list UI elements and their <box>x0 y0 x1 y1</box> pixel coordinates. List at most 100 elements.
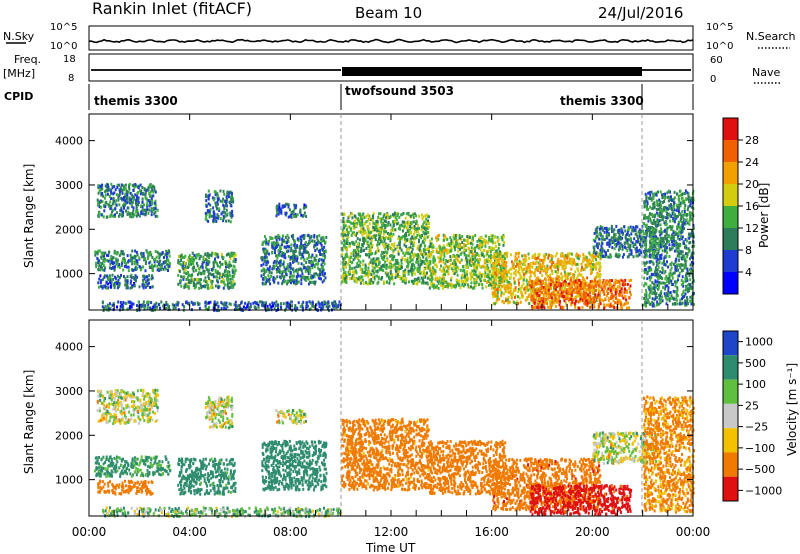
range-gate-cell <box>498 297 501 301</box>
range-gate-cell <box>453 237 456 240</box>
range-gate-cell <box>432 250 435 254</box>
range-gate-cell <box>196 273 199 277</box>
range-gate-cell <box>177 258 180 262</box>
range-gate-cell <box>438 279 441 283</box>
range-gate-cell <box>482 278 485 282</box>
range-gate-cell <box>501 269 504 273</box>
range-gate-cell <box>490 246 493 250</box>
range-gate-cell <box>418 248 421 252</box>
range-gate-cell <box>545 289 548 293</box>
range-gate-cell <box>302 234 305 238</box>
range-gate-cell <box>217 198 220 202</box>
range-gate-cell <box>144 285 147 289</box>
range-gate-cell <box>296 213 299 217</box>
range-gate-cell <box>554 305 557 308</box>
range-gate-cell <box>313 233 316 237</box>
range-gate-cell <box>584 282 587 286</box>
range-gate-cell <box>518 259 521 263</box>
range-gate-cell <box>149 252 152 256</box>
range-gate-cell <box>427 266 430 270</box>
range-gate-cell <box>579 254 582 258</box>
range-gate-cell <box>349 228 352 232</box>
range-gate-cell <box>142 265 145 269</box>
range-gate-cell <box>307 272 310 276</box>
range-gate-cell <box>103 204 105 207</box>
range-gate-cell <box>587 284 590 288</box>
range-gate-cell <box>356 237 359 241</box>
range-gate-cell <box>597 283 600 287</box>
range-gate-cell <box>385 224 388 228</box>
range-gate-cell <box>95 265 98 269</box>
range-gate-cell <box>387 243 390 247</box>
range-gate-cell <box>151 200 154 204</box>
range-gate-cell <box>407 229 410 233</box>
range-gate-cell <box>577 300 580 304</box>
range-gate-cell <box>208 256 211 260</box>
range-gate-cell <box>389 271 392 275</box>
range-gate-cell <box>381 236 383 240</box>
range-gate-cell <box>154 257 157 261</box>
range-gate-cell <box>227 252 229 256</box>
range-gate-cell <box>459 268 462 272</box>
range-gate-cell <box>489 283 492 287</box>
range-gate-cell <box>184 254 187 258</box>
range-gate-cell <box>425 262 428 266</box>
range-gate-cell <box>427 225 430 229</box>
range-gate-cell <box>157 252 160 256</box>
range-gate-cell <box>432 260 435 264</box>
range-gate-cell <box>196 278 198 282</box>
range-gate-cell <box>231 269 234 273</box>
range-gate-cell <box>226 277 229 280</box>
freq-tick-top: 18 <box>63 54 76 65</box>
range-gate-cell <box>459 247 461 251</box>
range-gate-cell <box>612 294 615 298</box>
range-gate-cell <box>372 261 375 265</box>
range-gate-cell <box>503 271 506 275</box>
range-gate-cell <box>468 236 471 239</box>
range-gate-cell <box>152 194 155 198</box>
range-gate-cell <box>100 213 103 217</box>
range-gate-cell <box>276 275 279 279</box>
range-gate-cell <box>306 276 308 279</box>
range-gate-cell <box>289 249 292 253</box>
range-gate-cell <box>277 243 280 247</box>
range-gate-cell <box>464 244 467 248</box>
range-gate-cell <box>605 280 608 284</box>
freq-label: Freq. <box>14 53 41 66</box>
range-gate-cell <box>502 274 505 278</box>
range-gate-cell <box>557 290 560 294</box>
range-gate-cell <box>614 290 617 294</box>
range-gate-cell <box>103 196 106 200</box>
range-gate-cell <box>394 216 397 220</box>
range-gate-cell <box>102 252 105 256</box>
range-gate-cell <box>453 259 456 263</box>
range-gate-cell <box>552 293 555 297</box>
range-gate-cell <box>363 221 366 225</box>
range-gate-cell <box>618 280 621 284</box>
range-gate-cell <box>113 282 116 286</box>
range-gate-cell <box>125 262 128 265</box>
range-gate-cell <box>232 285 234 289</box>
range-gate-cell <box>150 266 153 270</box>
range-gate-cell <box>609 297 612 301</box>
range-gate-cell <box>264 282 267 286</box>
range-gate-cell <box>151 202 154 206</box>
range-gate-cell <box>422 260 425 264</box>
range-gate-cell <box>283 255 286 259</box>
range-gate-cell <box>184 282 187 286</box>
range-gate-cell <box>625 291 628 294</box>
range-gate-cell <box>511 265 514 269</box>
range-gate-cell <box>115 199 118 203</box>
range-gate-cell <box>400 258 403 262</box>
range-gate-cell <box>557 297 560 301</box>
range-gate-cell <box>112 266 115 270</box>
range-gate-cell <box>539 268 542 272</box>
range-gate-cell <box>437 245 440 249</box>
range-gate-cell <box>479 240 482 243</box>
range-gate-cell <box>387 232 389 235</box>
range-gate-cell <box>147 199 150 202</box>
range-gate-cell <box>98 215 101 218</box>
range-gate-cell <box>373 277 376 281</box>
range-gate-cell <box>488 235 491 239</box>
range-gate-cell <box>598 273 600 277</box>
